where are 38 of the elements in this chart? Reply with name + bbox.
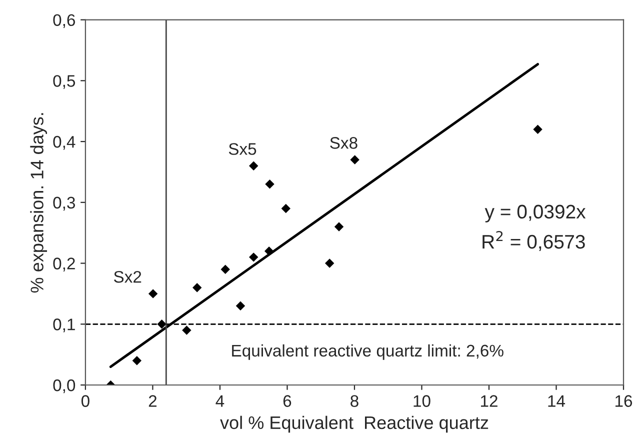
x-tick-label: 12 [480, 395, 498, 407]
y-tick-label: 0,6 [53, 14, 75, 28]
point [132, 356, 142, 366]
point [281, 204, 290, 214]
point [324, 258, 334, 268]
point [220, 264, 230, 274]
point [148, 289, 158, 298]
annotation: Sx8 [330, 137, 358, 149]
point [334, 222, 344, 232]
y-tick-label: 0,2 [53, 258, 75, 272]
x-tick-label: 0 [81, 395, 90, 407]
y-tick-label: 0,1 [53, 318, 75, 332]
x-tick-label: 6 [283, 395, 292, 407]
x-axis-title: vol % Equivalent Reactive quartz [220, 416, 488, 433]
x-tick-label: 8 [350, 395, 358, 407]
y-tick-label: 0,4 [53, 136, 76, 150]
x-tick-label: 10 [414, 395, 430, 407]
point [192, 283, 202, 292]
y-axis-title: % expansion. 14 days. [30, 113, 48, 293]
point [182, 326, 192, 335]
x-tick-label: 2 [148, 395, 157, 407]
annotation: y = 0,0392x [484, 204, 586, 222]
x-tick-label: 16 [616, 395, 632, 407]
x-tick-label: 4 [216, 395, 224, 407]
y-tick-label: 0,0 [53, 379, 76, 394]
point [248, 252, 258, 262]
point [265, 180, 274, 189]
y-tick-label: 0,3 [53, 196, 75, 211]
y-tick-label: 0,5 [53, 75, 76, 89]
point [236, 301, 246, 310]
annotation: Equivalent reactive quartz limit: 2,6% [232, 344, 504, 360]
annotation: R$^{2}$ = 0,6573 [482, 230, 585, 251]
x-tick-label: 14 [548, 395, 566, 407]
point [248, 161, 258, 170]
annotation: Sx5 [228, 143, 256, 155]
annotation: Sx2 [114, 270, 142, 283]
point [350, 155, 360, 164]
point [533, 124, 542, 134]
